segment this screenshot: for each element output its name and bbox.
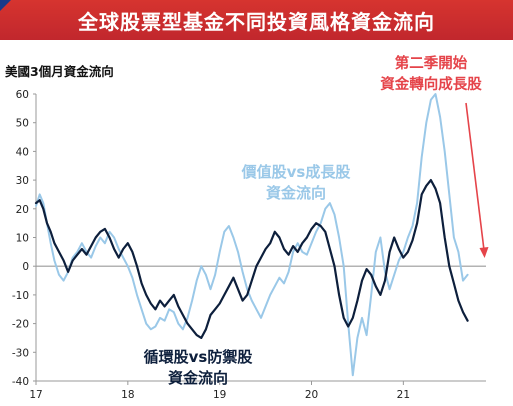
chart-subtitle: 美國3個月資金流向 bbox=[5, 64, 114, 79]
annotation-arrow-line bbox=[465, 102, 485, 251]
annotation-value-growth-line-1: 價值股vs成長股 bbox=[241, 163, 351, 181]
y-tick-label: -10 bbox=[12, 290, 29, 302]
y-tick-label: 50 bbox=[16, 118, 29, 130]
annotation-red-line-1: 第二季開始 bbox=[394, 56, 468, 72]
y-tick-label: -20 bbox=[12, 319, 29, 331]
y-tick-label: -30 bbox=[12, 347, 29, 359]
x-tick-label: 20 bbox=[305, 389, 318, 401]
annotation-red-line-2: 資金轉向成長股 bbox=[380, 77, 482, 93]
y-tick-label: 0 bbox=[22, 261, 29, 273]
y-tick-label: 10 bbox=[16, 233, 29, 245]
y-tick-label: 20 bbox=[16, 204, 29, 216]
header-banner: 全球股票型基金不同投資風格資金流向 bbox=[0, 0, 513, 40]
series-line-value-vs-growth bbox=[35, 93, 469, 377]
annotation-arrow-head bbox=[479, 247, 489, 258]
y-tick-label: 40 bbox=[16, 146, 29, 158]
x-tick-label: 21 bbox=[397, 389, 410, 401]
chart-title: 全球股票型基金不同投資風格資金流向 bbox=[78, 10, 435, 34]
annotation-growth-shift: 第二季開始 資金轉向成長股 bbox=[356, 54, 506, 96]
chart-series bbox=[34, 93, 469, 377]
annotation-value-growth: 價值股vs成長股 資金流向 bbox=[226, 162, 366, 204]
annotation-cyclical-defensive: 循環股vs防禦股 資金流向 bbox=[128, 347, 268, 389]
annotation-cyclical-line-1: 循環股vs防禦股 bbox=[143, 348, 253, 366]
x-tick-label: 19 bbox=[213, 389, 226, 401]
annotation-cyclical-line-2: 資金流向 bbox=[167, 369, 228, 387]
series-line-cyclical-vs-defensive bbox=[34, 179, 469, 339]
annotation-value-growth-line-2: 資金流向 bbox=[265, 184, 326, 202]
y-tick-label: -40 bbox=[12, 376, 29, 388]
y-tick-label: 30 bbox=[16, 175, 29, 187]
annotation-arrow-group bbox=[465, 102, 489, 258]
y-tick-label: 60 bbox=[16, 89, 29, 101]
x-tick-label: 17 bbox=[29, 389, 42, 401]
x-tick-label: 18 bbox=[121, 389, 134, 401]
corner-accent bbox=[0, 0, 11, 11]
